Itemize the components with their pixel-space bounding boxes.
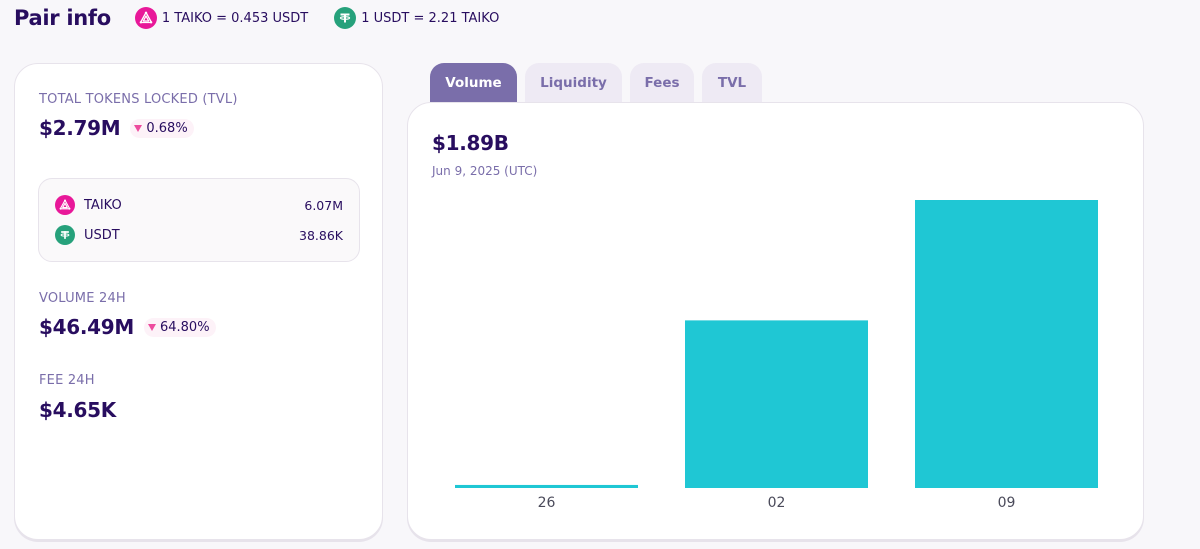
chart-value: $1.89B bbox=[432, 131, 509, 155]
volume-bar-chart[interactable]: 26 02 09 bbox=[408, 103, 1145, 541]
chart-bar-26[interactable] bbox=[455, 484, 638, 488]
x-tick-label: 09 bbox=[998, 495, 1016, 511]
pair-info-header: Pair info 1 TAIKO = 0.453 USDT 1 USDT = … bbox=[14, 0, 525, 36]
rate-taiko-usdt: 1 TAIKO = 0.453 USDT bbox=[134, 7, 309, 29]
rate-usdt-taiko: 1 USDT = 2.21 TAIKO bbox=[334, 7, 499, 29]
token-amount: 6.07M bbox=[304, 197, 343, 213]
volume-value: $46.49M bbox=[39, 315, 134, 339]
token-amount: 38.86K bbox=[299, 227, 343, 243]
tvl-label: TOTAL TOKENS LOCKED (TVL) bbox=[39, 92, 238, 107]
token-row-taiko: TAIKO 6.07M bbox=[55, 194, 343, 216]
down-arrow-icon bbox=[147, 323, 156, 331]
chart-bar-09[interactable] bbox=[915, 200, 1098, 488]
rate-text: 1 USDT = 2.21 TAIKO bbox=[361, 10, 500, 26]
x-tick-label: 26 bbox=[538, 495, 556, 511]
tvl-change-value: 0.68% bbox=[146, 120, 188, 136]
x-tick-label: 02 bbox=[768, 495, 786, 511]
token-symbol: TAIKO bbox=[84, 197, 122, 213]
volume-row: $46.49M 64.80% bbox=[39, 315, 216, 339]
volume-chart-card: $1.89B Jun 9, 2025 (UTC) 26 02 09 bbox=[407, 102, 1144, 540]
tvl-change-badge: 0.68% bbox=[130, 118, 194, 138]
tvl-value: $2.79M bbox=[39, 116, 121, 140]
tab-liquidity[interactable]: Liquidity bbox=[525, 63, 622, 102]
down-arrow-icon bbox=[134, 124, 143, 132]
token-balances: TAIKO 6.07M USDT 38.86K bbox=[38, 178, 360, 262]
fee-value: $4.65K bbox=[39, 398, 116, 422]
token-symbol: USDT bbox=[84, 227, 120, 243]
token-row-usdt: USDT 38.86K bbox=[55, 224, 343, 246]
taiko-token-icon bbox=[134, 7, 157, 29]
chart-bar-02[interactable] bbox=[685, 320, 868, 488]
volume-label: VOLUME 24H bbox=[39, 291, 126, 306]
tab-volume[interactable]: Volume bbox=[430, 63, 517, 102]
usdt-token-icon bbox=[334, 7, 357, 29]
rate-text: 1 TAIKO = 0.453 USDT bbox=[161, 10, 309, 26]
pair-stats-card: TOTAL TOKENS LOCKED (TVL) $2.79M 0.68% T… bbox=[14, 63, 383, 540]
fee-row: $4.65K bbox=[39, 398, 116, 422]
chart-tabs: Volume Liquidity Fees TVL bbox=[430, 63, 770, 102]
volume-change-badge: 64.80% bbox=[143, 317, 216, 337]
tab-fees[interactable]: Fees bbox=[630, 63, 694, 102]
tvl-row: $2.79M 0.68% bbox=[39, 116, 194, 140]
taiko-token-icon bbox=[55, 195, 75, 215]
tab-tvl[interactable]: TVL bbox=[702, 63, 762, 102]
chart-date: Jun 9, 2025 (UTC) bbox=[432, 164, 538, 178]
page-title: Pair info bbox=[14, 6, 111, 30]
usdt-token-icon bbox=[55, 225, 75, 245]
volume-change-value: 64.80% bbox=[159, 319, 210, 335]
fee-label: FEE 24H bbox=[39, 373, 95, 388]
